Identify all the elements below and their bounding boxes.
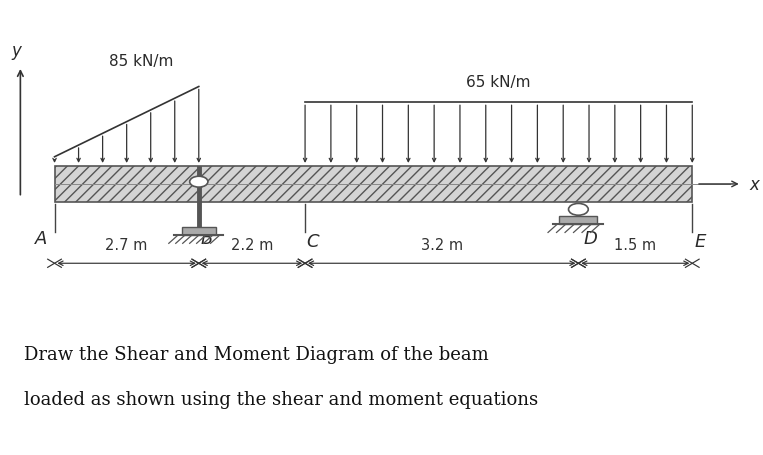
Text: loaded as shown using the shear and moment equations: loaded as shown using the shear and mome… [24, 390, 538, 408]
Text: B: B [200, 230, 213, 248]
Circle shape [568, 204, 588, 216]
Bar [559, 217, 597, 225]
Circle shape [190, 177, 208, 188]
Text: 85 kN/m: 85 kN/m [109, 54, 173, 69]
Text: C: C [307, 232, 319, 250]
Text: D: D [584, 230, 597, 248]
Text: Draw the Shear and Moment Diagram of the beam: Draw the Shear and Moment Diagram of the… [24, 345, 489, 363]
Text: 65 kN/m: 65 kN/m [466, 75, 531, 90]
Text: x: x [749, 176, 759, 193]
Text: 3.2 m: 3.2 m [420, 238, 463, 253]
Text: 2.7 m: 2.7 m [105, 238, 148, 253]
Bar [182, 228, 216, 236]
Bar [54, 167, 692, 202]
Text: E: E [694, 232, 706, 250]
Text: y: y [11, 42, 21, 60]
Text: 2.2 m: 2.2 m [230, 238, 273, 253]
Text: 1.5 m: 1.5 m [614, 238, 656, 253]
Text: A: A [34, 230, 47, 248]
